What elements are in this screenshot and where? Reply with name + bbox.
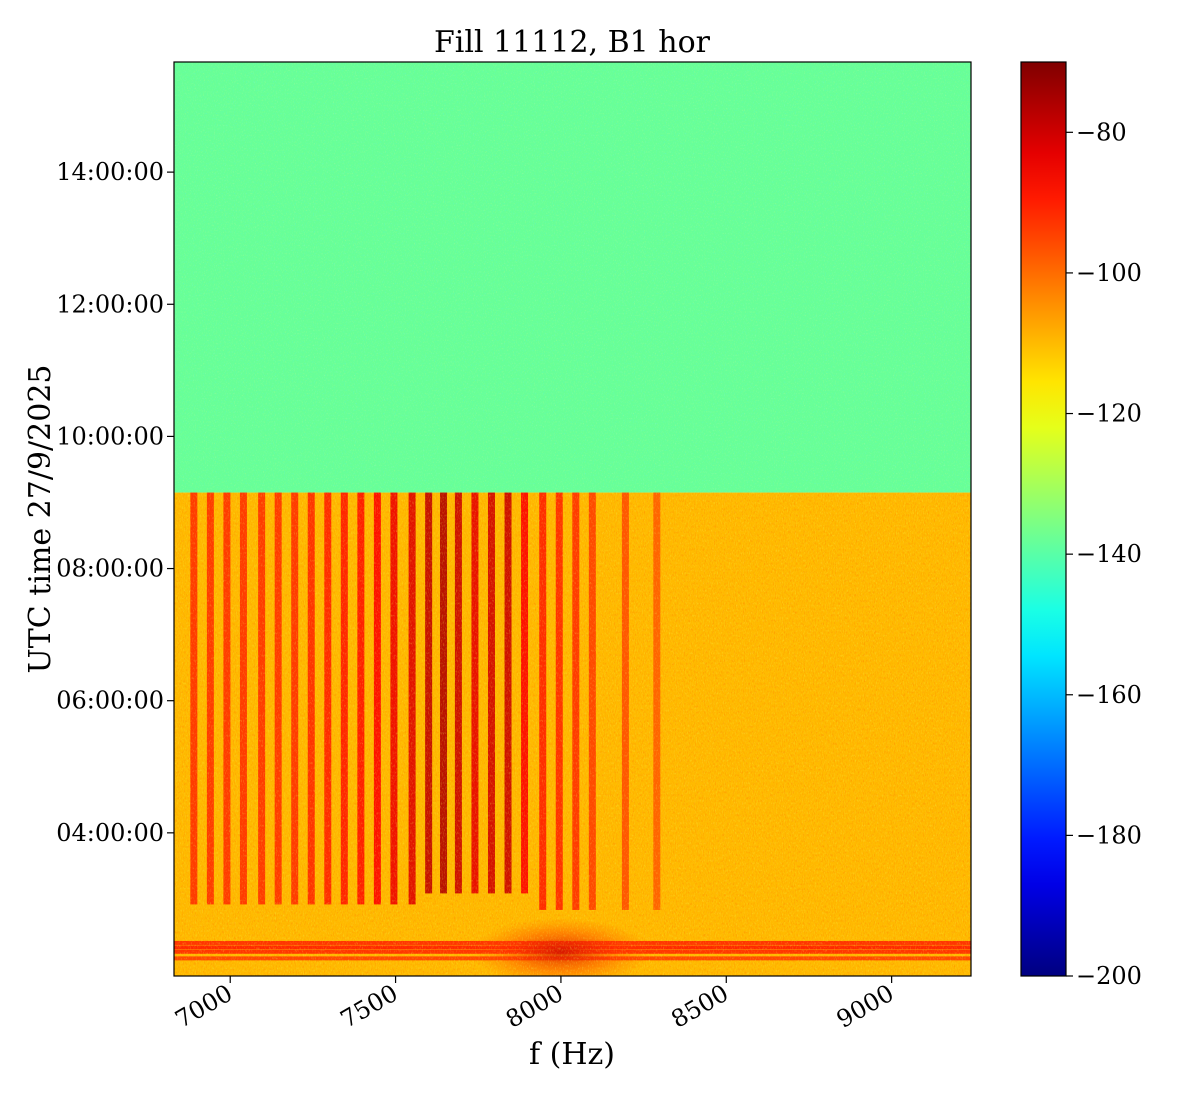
plot-area [174,62,971,976]
colorbar-tick-label: −80 [1076,118,1127,146]
colorbar-tick-label: −140 [1076,540,1142,568]
x-tick-label: 7000 [170,979,237,1034]
y-tick-label: 04:00:00 [56,819,164,847]
y-tick-label: 08:00:00 [56,555,164,583]
colorbar-tick-label: −200 [1076,962,1142,990]
x-tick-label: 9000 [832,979,899,1034]
colorbar-tick-label: −120 [1076,400,1142,428]
y-tick-label: 14:00:00 [56,158,164,186]
y-tick-label: 12:00:00 [56,290,164,318]
x-tick-label: 7500 [336,979,403,1034]
noise-texture-lo [174,492,971,976]
y-tick-label: 06:00:00 [56,687,164,715]
y-axis-label: UTC time 27/9/2025 [23,365,58,674]
colorbar-frame [1020,61,1067,977]
colorbar-tick-label: −160 [1076,681,1142,709]
colorbar-tick-label: −180 [1076,821,1142,849]
colorbar: −80 −100 −120 −140 −160 −180 −200 [1020,61,1142,990]
y-axis: 04:00:00 06:00:00 08:00:00 10:00:00 12:00:00… [56,158,174,847]
y-tick-label: 10:00:00 [56,422,164,450]
x-axis-label: f (Hz) [529,1037,615,1072]
colorbar-gradient [1021,62,1066,976]
chart-title: Fill 11112, B1 hor [434,25,711,60]
plot-frame [173,61,972,977]
colorbar-tick-label: −100 [1076,259,1142,287]
noise-texture-warm [174,62,971,493]
x-axis: 7000 7500 8000 8500 9000 [170,976,899,1034]
x-tick-label: 8000 [501,979,568,1034]
x-tick-label: 8500 [666,979,733,1034]
